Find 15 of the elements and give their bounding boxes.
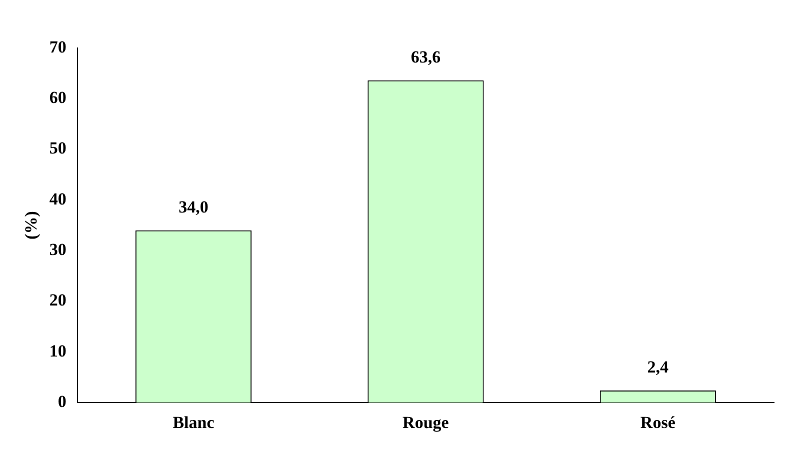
x-tick-label: Rosé — [640, 413, 676, 432]
y-tick-label: 0 — [58, 392, 66, 411]
y-tick-label: 70 — [49, 37, 66, 56]
y-axis-title: (%) — [22, 211, 41, 240]
y-tick-label: 60 — [49, 88, 66, 108]
data-label: 63,6 — [410, 47, 441, 66]
y-tick-label: 30 — [49, 240, 66, 260]
x-tick-label: Blanc — [172, 413, 215, 432]
data-label: 34,0 — [178, 197, 208, 216]
data-label: 2,4 — [647, 357, 670, 376]
y-tick-label: 10 — [49, 341, 66, 360]
y-tick-label: 50 — [49, 138, 66, 158]
x-tick-label: Rouge — [402, 413, 450, 432]
y-tick-label: 20 — [49, 290, 66, 310]
y-tick-label: 40 — [49, 189, 66, 208]
